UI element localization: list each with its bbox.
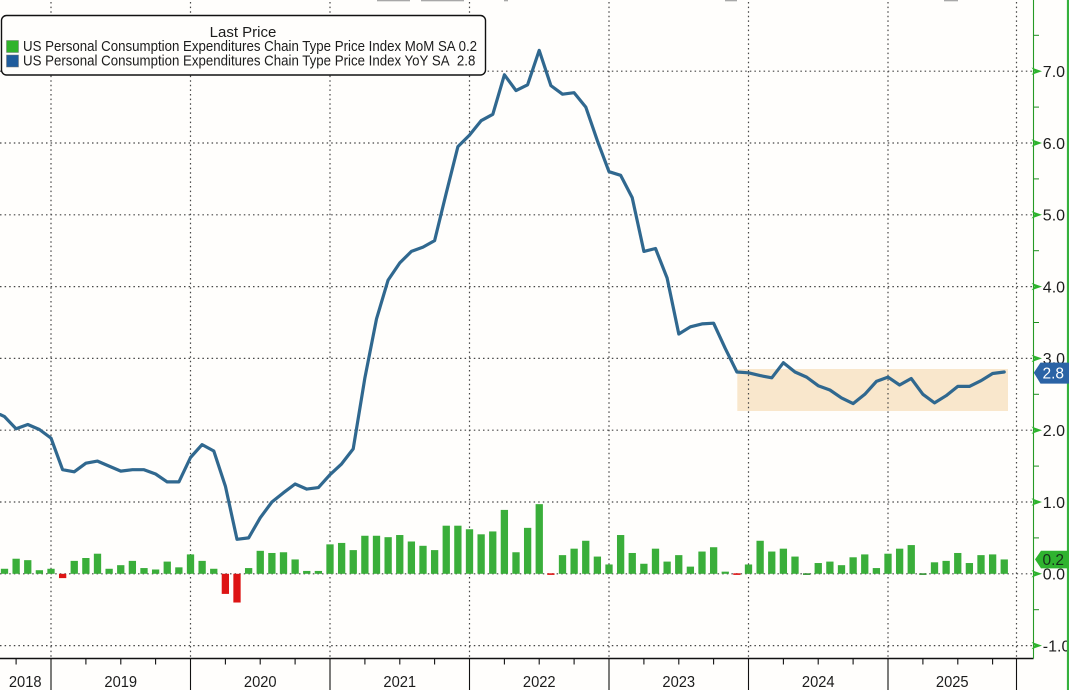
svg-text:4.0: 4.0 <box>1043 279 1065 296</box>
svg-text:2024: 2024 <box>802 673 835 690</box>
svg-text:Last Price: Last Price <box>210 24 277 41</box>
svg-text:2019: 2019 <box>104 673 137 690</box>
svg-text:2020: 2020 <box>244 673 277 690</box>
svg-text:2018: 2018 <box>9 673 42 690</box>
svg-text:7.0: 7.0 <box>1043 64 1065 81</box>
svg-text:6.0: 6.0 <box>1043 136 1065 153</box>
svg-text:0.0: 0.0 <box>1043 567 1065 584</box>
svg-text:2.0: 2.0 <box>1043 423 1065 440</box>
svg-text:US Personal Consumption Expend: US Personal Consumption Expenditures Cha… <box>23 38 477 55</box>
svg-text:2023: 2023 <box>662 673 695 690</box>
svg-text:-1.0: -1.0 <box>1043 638 1069 655</box>
svg-text:2025: 2025 <box>936 673 969 690</box>
svg-text:5.0: 5.0 <box>1043 208 1065 225</box>
svg-text:2021: 2021 <box>383 673 416 690</box>
svg-text:2022: 2022 <box>523 673 556 690</box>
svg-text:US Personal Consumption Expend: US Personal Consumption Expenditures Cha… <box>23 53 475 70</box>
svg-text:2.8: 2.8 <box>1043 366 1065 383</box>
svg-text:1.0: 1.0 <box>1043 495 1065 512</box>
svg-text:0.2: 0.2 <box>1043 552 1065 569</box>
